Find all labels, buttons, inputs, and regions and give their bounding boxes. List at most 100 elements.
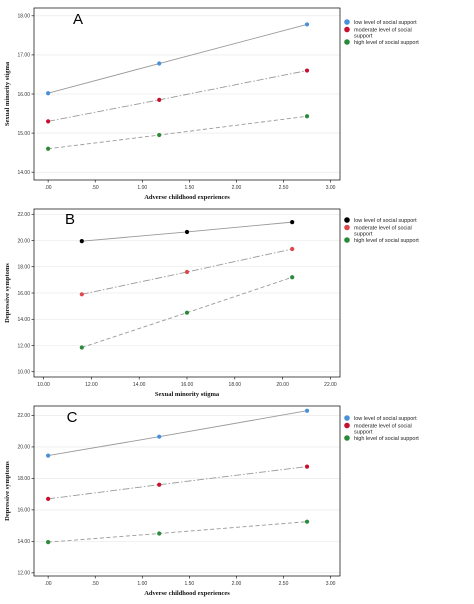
x-tick-label: 2.50 bbox=[279, 185, 289, 191]
data-point bbox=[46, 91, 51, 96]
x-axis-title: Sexual minority stigma bbox=[155, 391, 220, 398]
x-tick-label: 20.00 bbox=[276, 382, 289, 388]
data-point bbox=[184, 269, 190, 275]
data-point bbox=[157, 61, 162, 66]
legend-label: high level of social support bbox=[354, 40, 419, 46]
data-point bbox=[304, 114, 310, 119]
x-tick-label: 10.00 bbox=[37, 382, 50, 388]
y-tick-label: 20.00 bbox=[17, 238, 30, 244]
y-axis-title: Depressive symptoms bbox=[4, 263, 11, 323]
legend-marker bbox=[344, 435, 350, 441]
legend-marker bbox=[344, 224, 350, 231]
data-point bbox=[304, 22, 310, 27]
legend-marker bbox=[344, 39, 350, 45]
legend-marker bbox=[344, 26, 350, 33]
x-axis-title: Adverse childhood experiences bbox=[144, 194, 230, 201]
data-point bbox=[184, 310, 190, 315]
y-tick-label: 16.00 bbox=[17, 508, 30, 514]
legend-label: low level of social support bbox=[354, 416, 417, 422]
x-tick-label: .00 bbox=[45, 185, 52, 191]
data-point bbox=[46, 453, 51, 458]
x-tick-label: 3.00 bbox=[326, 185, 336, 191]
x-tick-label: .50 bbox=[92, 581, 99, 587]
panel-label: B bbox=[65, 211, 75, 228]
y-tick-label: 22.00 bbox=[17, 212, 30, 218]
legend-label: moderate level of social support bbox=[354, 226, 412, 238]
x-tick-label: 1.00 bbox=[137, 185, 147, 191]
chart-panel-a: 14.00 15.00 16.00 17.00 18.00 .00 .50 1.00 1.50 2… bbox=[4, 7, 419, 201]
legend-label: high level of social support bbox=[354, 436, 419, 442]
y-tick-label: 10.00 bbox=[17, 370, 30, 376]
x-tick-label: 2.00 bbox=[232, 185, 242, 191]
y-tick-label: 20.00 bbox=[17, 445, 30, 451]
data-point bbox=[79, 239, 84, 244]
legend-label: low level of social support bbox=[354, 20, 417, 26]
legend-marker bbox=[344, 237, 350, 243]
y-tick-label: 12.00 bbox=[17, 343, 30, 349]
data-point bbox=[79, 292, 84, 297]
panel-label: A bbox=[73, 11, 83, 28]
chart-panel-b: 10.00 12.00 14.00 16.00 18.00 20.00 22.00 10.00… bbox=[4, 208, 419, 398]
data-point bbox=[46, 496, 51, 501]
legend-marker bbox=[344, 19, 350, 25]
data-point bbox=[304, 68, 310, 73]
data-point bbox=[157, 132, 162, 138]
data-point bbox=[46, 119, 51, 124]
x-tick-label: 12.00 bbox=[85, 382, 98, 388]
x-tick-label: 1.50 bbox=[184, 581, 194, 587]
legend-marker bbox=[344, 217, 350, 223]
y-tick-label: 17.00 bbox=[17, 53, 30, 59]
y-axis-title: Sexual minority stigma bbox=[4, 61, 11, 126]
legend-marker bbox=[344, 422, 350, 429]
y-tick-label: 22.00 bbox=[17, 413, 30, 419]
x-axis-title: Adverse childhood experiences bbox=[144, 590, 230, 597]
x-tick-label: .00 bbox=[45, 581, 52, 587]
legend-label: high level of social support bbox=[354, 238, 419, 244]
y-tick-label: 14.00 bbox=[17, 317, 30, 323]
x-tick-label: 22.00 bbox=[324, 382, 337, 388]
plot-area bbox=[33, 405, 341, 577]
data-point bbox=[290, 220, 295, 225]
y-tick-label: 18.00 bbox=[17, 476, 30, 482]
data-point bbox=[157, 531, 162, 536]
y-tick-label: 18.00 bbox=[17, 265, 30, 271]
x-tick-label: 14.00 bbox=[133, 382, 146, 388]
series-line bbox=[81, 248, 293, 295]
x-tick-label: 2.00 bbox=[232, 581, 242, 587]
chart-panel-c: 12.00 14.00 16.00 18.00 20.00 22.00 .00 .50 1.00… bbox=[4, 405, 419, 597]
y-tick-label: 15.00 bbox=[17, 131, 30, 137]
y-tick-label: 14.00 bbox=[17, 539, 30, 545]
x-tick-label: 16.00 bbox=[181, 382, 194, 388]
x-tick-label: 3.00 bbox=[326, 581, 336, 587]
x-tick-label: .50 bbox=[92, 185, 99, 191]
x-tick-label: 1.50 bbox=[184, 185, 194, 191]
panel-label: C bbox=[67, 409, 78, 426]
y-tick-label: 16.00 bbox=[17, 291, 30, 297]
data-point bbox=[157, 434, 162, 439]
legend-label: low level of social support bbox=[354, 218, 417, 224]
data-point bbox=[157, 97, 162, 102]
legend-label: moderate level of social support bbox=[354, 28, 412, 40]
y-tick-label: 12.00 bbox=[17, 571, 30, 577]
y-tick-label: 14.00 bbox=[17, 170, 30, 176]
data-point bbox=[79, 345, 84, 350]
data-point bbox=[304, 464, 310, 469]
data-point bbox=[46, 146, 51, 151]
data-point bbox=[46, 540, 51, 545]
data-point bbox=[157, 482, 162, 487]
data-point bbox=[304, 408, 310, 413]
legend-label: moderate level of social support bbox=[354, 424, 412, 436]
data-point bbox=[290, 275, 295, 280]
x-tick-label: 18.00 bbox=[229, 382, 242, 388]
x-tick-label: 2.50 bbox=[279, 581, 289, 587]
x-tick-label: 1.00 bbox=[137, 581, 147, 587]
y-axis-title: Depressive symptoms bbox=[4, 461, 11, 521]
y-tick-label: 16.00 bbox=[17, 92, 30, 98]
legend-marker bbox=[344, 415, 350, 421]
data-point bbox=[290, 246, 295, 252]
y-tick-label: 18.00 bbox=[17, 14, 30, 20]
data-point bbox=[304, 519, 310, 524]
data-point bbox=[184, 229, 190, 235]
